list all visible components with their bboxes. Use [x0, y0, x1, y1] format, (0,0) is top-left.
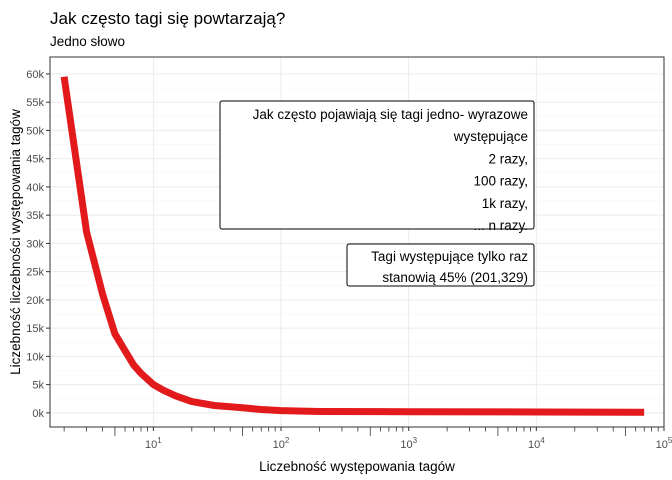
- x-tick-label: 104: [528, 436, 545, 451]
- y-tick-label: 5k: [32, 380, 44, 392]
- annotation-line: Tagi występujące tylko raz: [371, 249, 528, 264]
- x-tick-label: 101: [145, 436, 162, 451]
- y-tick-label: 55k: [26, 97, 44, 109]
- y-tick-label: 35k: [26, 210, 44, 222]
- annotation-line: Jak często pojawiają się tagi jedno- wyr…: [253, 107, 528, 122]
- y-tick-label: 45k: [26, 154, 44, 166]
- y-tick-label: 20k: [26, 295, 44, 307]
- x-axis: 101 102 103 104 105: [63, 427, 672, 451]
- annotation-box: [219, 100, 535, 230]
- panel-border: [49, 56, 665, 428]
- y-axis: 0k 5k 10k 15k 20k 25k 30k 35k 40k 45k 50k 55k 60k: [26, 69, 50, 420]
- y-tick-label: 15k: [26, 323, 44, 335]
- annotation-line: stanowią 45% (201,329): [382, 270, 528, 285]
- series-line: [60, 76, 645, 416]
- y-tick-label: 30k: [26, 238, 44, 250]
- y-tick-label: 0k: [32, 408, 44, 420]
- chart-title: Jak często tagi się powtarzają?: [50, 9, 285, 28]
- y-tick-label: 40k: [26, 182, 44, 194]
- y-tick-label: 60k: [26, 69, 44, 81]
- annotation-tag-frequency: Jak często pojawiają się tagi jedno- wyr…: [219, 100, 535, 233]
- x-tick-label: 105: [656, 436, 672, 451]
- y-axis-title: Liczebność liczebności występowania tagó…: [8, 109, 23, 375]
- x-tick-label: 102: [273, 436, 290, 451]
- y-tick-label: 50k: [26, 125, 44, 137]
- annotation-line: 2 razy,: [488, 151, 528, 166]
- series-layer: [60, 76, 645, 416]
- annotation-line: 1k razy,: [482, 196, 528, 211]
- chart-subtitle: Jedno słowo: [50, 34, 125, 49]
- y-tick-label: 10k: [26, 351, 44, 363]
- annotation-line: 100 razy,: [473, 174, 528, 189]
- annotation-box: [346, 243, 535, 287]
- annotation-line: ... n razy.: [473, 218, 528, 233]
- x-axis-title: Liczebność występowania tagów: [259, 459, 455, 474]
- y-tick-label: 25k: [26, 267, 44, 279]
- annotations-layer: Jak często pojawiają się tagi jedno- wyr…: [219, 100, 535, 287]
- x-tick-label: 103: [400, 436, 417, 451]
- annotation-line: występujące: [453, 129, 528, 144]
- annotation-single-tags: Tagi występujące tylko raz stanowią 45% (…: [346, 243, 535, 287]
